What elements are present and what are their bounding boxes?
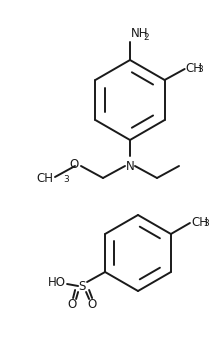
Text: O: O [87,299,97,311]
Text: CH: CH [191,215,208,229]
Text: N: N [126,160,134,173]
Text: 2: 2 [143,33,149,42]
Text: CH: CH [186,62,203,74]
Text: O: O [70,158,79,172]
Text: 3: 3 [198,65,203,74]
Text: NH: NH [131,27,149,40]
Text: 3: 3 [63,175,69,184]
Text: 3: 3 [203,220,209,229]
Text: CH: CH [36,172,53,184]
Text: HO: HO [48,276,66,288]
Text: O: O [67,299,77,311]
Text: S: S [78,280,86,293]
